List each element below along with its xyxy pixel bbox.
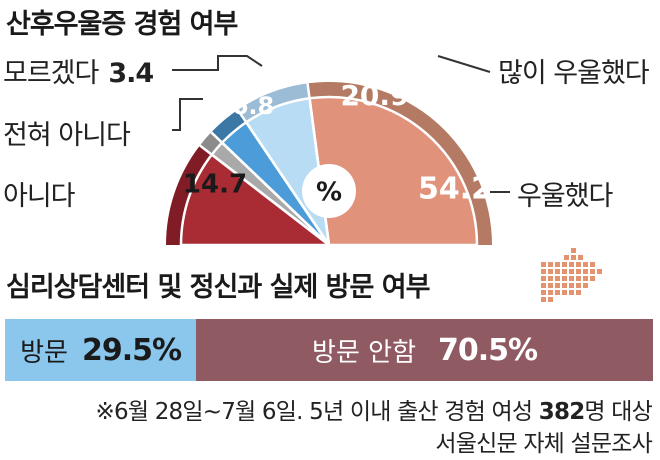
bar-segment-not-visited: 방문 안함 70.5%: [196, 319, 653, 381]
bar-label-not-visited: 방문 안함: [312, 337, 416, 368]
visit-stacked-bar: 방문 29.5% 방문 안함 70.5%: [5, 319, 653, 381]
pie-separator: [306, 83, 331, 246]
footnote-text-a: ※6월 28일~7월 6일. 5년 이내 출산 경험 여성: [95, 399, 539, 425]
label-no: 아니다: [3, 181, 76, 212]
pie-slice-depressed: [308, 95, 479, 247]
pie-separator: [236, 109, 331, 246]
footnote-survey-period: ※6월 28일~7월 6일. 5년 이내 출산 경험 여성 382명 대상: [95, 392, 653, 426]
leader-lines: [172, 55, 510, 193]
label-dont-know: 모르겠다 3.4: [3, 51, 154, 90]
footnote-count: 382: [538, 399, 585, 425]
pie-center-percent: %: [316, 178, 342, 208]
bar-segment-visited: 방문 29.5%: [5, 319, 197, 381]
arrow-icon: [541, 248, 602, 302]
label-not-at-all: 전혀 아니다: [3, 120, 131, 151]
pie-slice-very: [179, 152, 333, 247]
bar-value-not-visited: 70.5%: [438, 332, 538, 368]
pie-separator: [199, 144, 330, 246]
label-very-depressed: 많이 우울했다: [498, 58, 650, 89]
label-depressed: 우울했다: [517, 181, 613, 212]
pie-value-no: 14.7: [183, 170, 247, 200]
pie-center: [302, 164, 356, 218]
label-dont-know-value: 3.4: [108, 58, 154, 89]
label-dont-know-text: 모르겠다: [3, 58, 99, 89]
pie-separator: [210, 131, 330, 246]
pie-value-very: 20.9: [340, 79, 409, 112]
pie-value-depressed: 54.2: [418, 172, 492, 207]
pie-value-never: 6.8: [232, 92, 275, 120]
chart-title-visit: 심리상담센터 및 정신과 실제 방문 여부: [6, 272, 430, 303]
bar-label-visited: 방문: [20, 337, 68, 368]
footnote-text-c: 명 대상: [584, 399, 652, 425]
bar-value-visited: 29.5%: [81, 332, 182, 368]
chart-title-depression: 산후우울증 경험 여부: [6, 9, 238, 40]
footnote-source: 서울신문 자체 설문조사: [435, 431, 652, 457]
